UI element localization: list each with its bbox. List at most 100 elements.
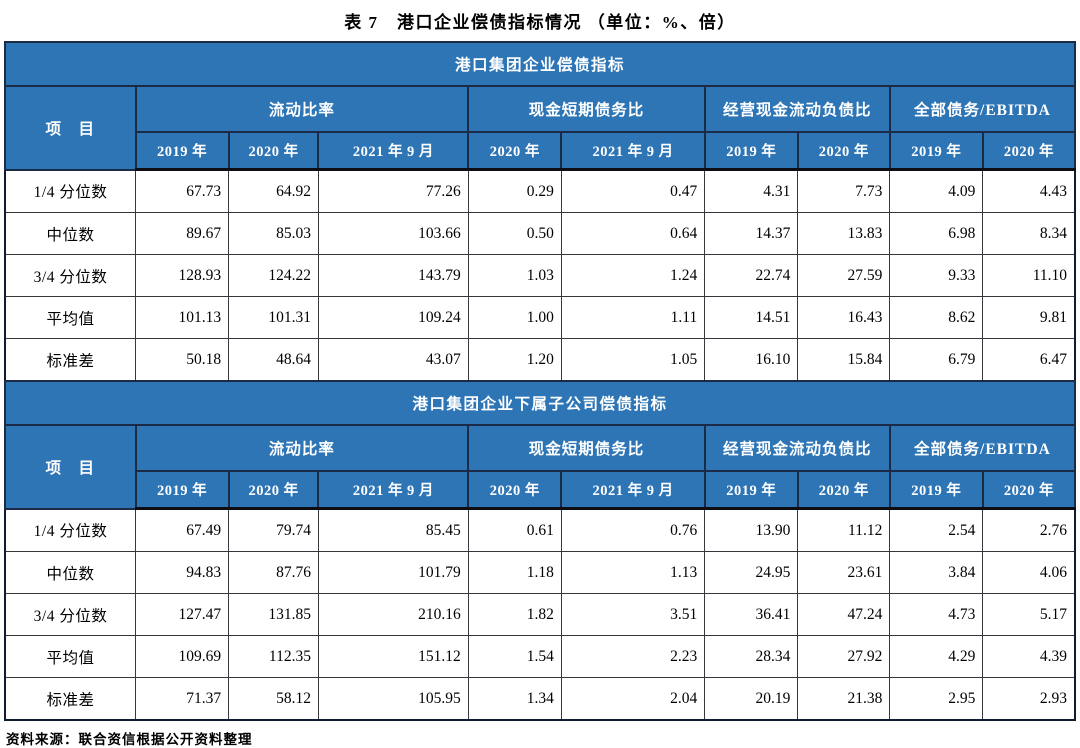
year-header: 2019 年 [703,131,799,171]
indicator-table-body: 港口集团企业偿债指标 项 目流动比率 现金短期债务比 经营现金流动负债比 全部债务/E… [4,41,1077,721]
cell-value: 2.23 [560,635,706,678]
table-row: 1/4 分位数 67.73 64.92 77.26 0.29 0.47 4.31 7.73 4.… [4,169,1076,213]
cell-value: 0.50 [467,212,562,255]
table-row: 标准差 71.37 58.12 105.95 1.34 2.04 20.19 21.38 2.9… [4,677,1076,721]
cell-value: 143.79 [317,254,469,297]
cell-value: 2.04 [560,677,706,721]
cell-value: 131.85 [228,593,319,636]
cell-value: 27.92 [797,635,891,678]
table-row: 1/4 分位数 67.49 79.74 85.45 0.61 0.76 13.90 11.12… [4,508,1076,552]
cell-value: 14.37 [704,212,799,255]
year-header-row: 2019 年 2020 年 2021 年 9 月 2020 年 2021 年 9 月 20… [5,470,1077,510]
year-header: 2020 年 [467,470,563,510]
cell-value: 4.09 [889,169,984,213]
row-label: 平均值 [4,635,137,678]
cell-value: 210.16 [317,593,469,636]
cell-value: 127.47 [135,593,230,636]
cell-value: 2.76 [982,508,1076,552]
year-header-row: 2019 年 2020 年 2021 年 9 月 2020 年 2021 年 9 月 20… [5,131,1077,171]
cell-value: 1.24 [560,254,706,297]
year-header: 2020 年 [227,470,320,510]
row-label: 标准差 [4,677,137,721]
row-label: 3/4 分位数 [4,254,137,297]
cell-value: 79.74 [228,508,319,552]
source-note: 资料来源：联合资信根据公开资料整理 [6,732,253,747]
cell-value: 50.18 [135,338,230,382]
row-label: 3/4 分位数 [4,593,137,636]
cell-value: 22.74 [704,254,799,297]
cell-value: 48.64 [228,338,319,382]
cell-value: 71.37 [135,677,230,721]
cell-value: 89.67 [135,212,230,255]
cell-value: 6.79 [889,338,984,382]
cell-value: 23.61 [797,551,891,594]
cell-value: 109.69 [135,635,230,678]
section-band: 港口集团企业偿债指标 [4,41,1076,87]
cell-value: 1.54 [467,635,562,678]
indicator-table: 港口集团企业偿债指标 项 目流动比率 现金短期债务比 经营现金流动负债比 全部债务/E… [4,41,1077,721]
cell-value: 109.24 [317,296,469,339]
cell-value: 128.93 [135,254,230,297]
cell-value: 112.35 [228,635,319,678]
cell-value: 5.17 [982,593,1076,636]
section-title: 港口集团企业下属子公司偿债指标 [4,380,1076,426]
cell-value: 85.45 [317,508,469,552]
cell-value: 101.79 [317,551,469,594]
group-header-row: 项 目流动比率 现金短期债务比 经营现金流动负债比 全部债务/EBITDA [4,85,1077,171]
cell-value: 1.11 [560,296,706,339]
cell-value: 85.03 [228,212,319,255]
cell-value: 1.05 [560,338,706,382]
table-row: 3/4 分位数 128.93 124.22 143.79 1.03 1.24 22.74 27… [4,254,1076,297]
cell-value: 4.31 [704,169,799,213]
year-header: 2020 年 [467,131,563,171]
group-header: 流动比率 [134,85,470,133]
cell-value: 67.73 [135,169,230,213]
group-header: 现金短期债务比 [467,85,706,133]
cell-value: 77.26 [317,169,469,213]
cell-value: 28.34 [704,635,799,678]
group-header: 经营现金流动负债比 [703,424,891,472]
cell-value: 24.95 [704,551,799,594]
cell-value: 67.49 [135,508,230,552]
group-header: 流动比率 [134,424,470,472]
cell-value: 4.29 [889,635,984,678]
cell-value: 8.34 [982,212,1076,255]
cell-value: 11.12 [797,508,891,552]
section-band: 港口集团企业下属子公司偿债指标 [4,380,1076,426]
group-header: 经营现金流动负债比 [703,85,891,133]
cell-value: 1.00 [467,296,562,339]
year-header: 2021 年 9 月 [317,470,470,510]
row-label: 标准差 [4,338,137,382]
year-header: 2021 年 9 月 [317,131,470,171]
cell-value: 101.31 [228,296,319,339]
cell-value: 101.13 [135,296,230,339]
cell-value: 2.93 [982,677,1076,721]
year-header: 2019 年 [888,131,984,171]
year-header: 2020 年 [227,131,320,171]
cell-value: 16.10 [704,338,799,382]
cell-value: 0.76 [560,508,706,552]
cell-value: 9.81 [982,296,1076,339]
cell-value: 3.51 [560,593,706,636]
cell-value: 0.64 [560,212,706,255]
year-header: 2019 年 [134,131,230,171]
cell-value: 1.82 [467,593,562,636]
cell-value: 1.03 [467,254,562,297]
cell-value: 8.62 [889,296,984,339]
cell-value: 6.98 [889,212,984,255]
cell-value: 151.12 [317,635,469,678]
table-row: 中位数 94.83 87.76 101.79 1.18 1.13 24.95 23.61 3.8… [4,551,1076,594]
group-header: 全部债务/EBITDA [888,85,1077,133]
cell-value: 4.73 [889,593,984,636]
cell-value: 7.73 [797,169,891,213]
cell-value: 16.43 [797,296,891,339]
row-label: 1/4 分位数 [4,508,137,552]
cell-value: 124.22 [228,254,319,297]
cell-value: 94.83 [135,551,230,594]
cell-value: 4.06 [982,551,1076,594]
table-row: 中位数 89.67 85.03 103.66 0.50 0.64 14.37 13.83 6.9… [4,212,1076,255]
cell-value: 6.47 [982,338,1076,382]
cell-value: 103.66 [317,212,469,255]
table-row: 平均值 101.13 101.31 109.24 1.00 1.11 14.51 16.43 8… [4,296,1076,339]
cell-value: 11.10 [982,254,1076,297]
